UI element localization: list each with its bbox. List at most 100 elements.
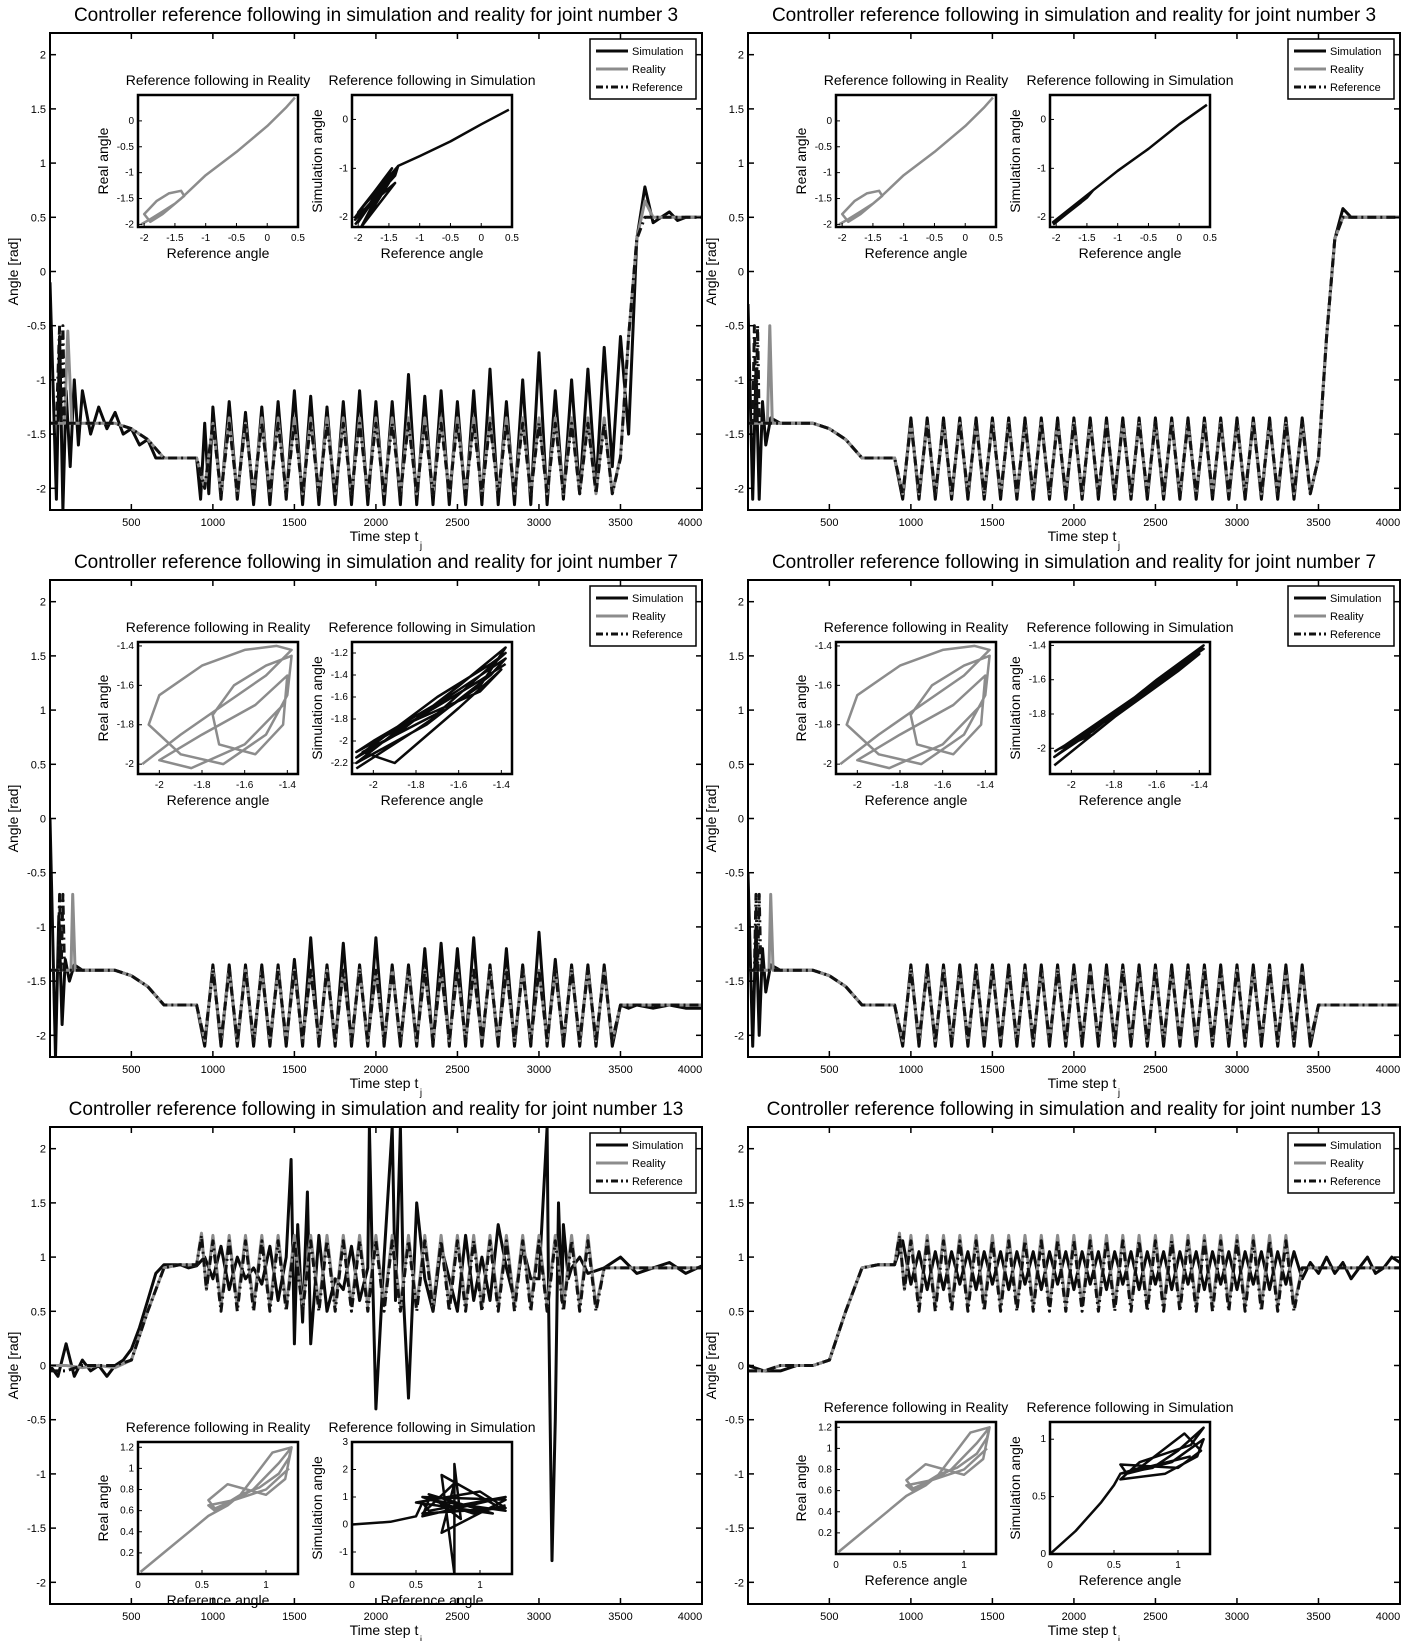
y-tick-label: -0.5 — [725, 1415, 744, 1427]
inset-x-tick-label: 0.5 — [1203, 233, 1217, 244]
inset-chart: Reference following in Reality -2 -1.8 -1.6… — [95, 619, 310, 808]
x-tick-label: 500 — [820, 1611, 838, 1623]
inset-series-line — [355, 646, 507, 770]
inset-x-tick-label: -1.6 — [450, 780, 468, 791]
y-tick-label: 2 — [738, 50, 744, 62]
inset-y-tick-label: 0 — [128, 116, 134, 127]
inset-x-tick-label: -1 — [201, 233, 210, 244]
y-tick-label: 1 — [738, 158, 744, 170]
inset-y-tick-label: 1.2 — [818, 1422, 832, 1433]
inset-x-tick-label: 1 — [263, 1580, 269, 1591]
x-tick-label: 3500 — [1306, 1064, 1330, 1076]
inset-x-tick-label: -2 — [853, 780, 862, 791]
inset-x-tick-label: -2 — [354, 233, 363, 244]
y-tick-label: -1 — [734, 922, 744, 934]
y-tick-label: 2 — [738, 597, 744, 609]
y-tick-label: -2 — [36, 1577, 46, 1589]
y-axis-label: Angle [rad] — [5, 785, 21, 853]
inset-y-tick-label: 0.2 — [818, 1528, 832, 1539]
inset-series-line — [838, 96, 994, 226]
x-axis-label-subscript: j — [419, 1635, 422, 1641]
legend-label: Reference — [632, 82, 683, 94]
inset-x-tick-label: -0.5 — [926, 233, 944, 244]
inset-x-axis-label: Reference angle — [381, 245, 484, 261]
y-tick-label: -0.5 — [725, 868, 744, 880]
inset-x-tick-label: -1.8 — [193, 780, 211, 791]
x-tick-label: 3500 — [1306, 517, 1330, 529]
inset-chart: Reference following in Reality -2 -1.5 -1 -0… — [95, 72, 310, 261]
inset-x-tick-label: -1.5 — [380, 233, 398, 244]
inset-x-tick-label: -1.4 — [279, 780, 297, 791]
x-tick-label: 4000 — [1376, 517, 1400, 529]
inset-title: Reference following in Reality — [824, 1399, 1008, 1415]
y-tick-label: -2 — [36, 483, 46, 495]
inset-y-tick-label: 0.6 — [818, 1486, 832, 1497]
inset-series-group — [353, 108, 510, 227]
series-line-reference — [50, 1233, 702, 1373]
inset-y-tick-label: -2 — [823, 759, 832, 770]
x-tick-label: 2500 — [1143, 1611, 1167, 1623]
inset-series-line — [837, 1426, 991, 1553]
legend-label: Reference — [632, 629, 683, 641]
inset-y-axis-label: Simulation angle — [1007, 656, 1023, 760]
legend-label: Reference — [1330, 629, 1381, 641]
inset-x-tick-label: -1.8 — [1105, 780, 1123, 791]
inset-y-tick-label: -1.2 — [331, 648, 349, 659]
inset-x-tick-label: -2 — [1067, 780, 1076, 791]
inset-y-tick-label: 1 — [826, 1443, 832, 1454]
inset-y-tick-label: 0 — [826, 116, 832, 127]
inset-title: Reference following in Simulation — [329, 619, 536, 635]
y-tick-label: 0.5 — [31, 759, 46, 771]
x-tick-label: 4000 — [678, 517, 702, 529]
inset-x-axis-label: Reference angle — [865, 245, 968, 261]
series-group — [748, 207, 1400, 501]
inset-title: Reference following in Simulation — [1027, 619, 1234, 635]
x-axis-label: Time step t — [350, 1622, 419, 1638]
x-tick-label: 4000 — [678, 1611, 702, 1623]
y-tick-label: 2 — [40, 50, 46, 62]
series-line-reference — [748, 1233, 1400, 1373]
inset-series-line — [140, 96, 296, 226]
inset-y-tick-label: -2 — [823, 219, 832, 230]
inset-x-tick-label: -2 — [1052, 233, 1061, 244]
inset-y-axis-label: Real angle — [95, 1474, 111, 1541]
series-group — [50, 185, 702, 510]
x-tick-label: 2500 — [445, 1064, 469, 1076]
inset-y-tick-label: -0.5 — [815, 142, 833, 153]
inset-y-tick-label: -1.8 — [331, 714, 349, 725]
y-tick-label: 1 — [40, 705, 46, 717]
inset-title: Reference following in Reality — [126, 72, 310, 88]
inset-frame — [1048, 1420, 1212, 1556]
y-tick-label: -0.5 — [27, 321, 46, 333]
x-tick-label: 2000 — [1062, 1064, 1086, 1076]
inset-y-tick-label: -2 — [339, 212, 348, 223]
y-tick-label: 1.5 — [31, 1198, 46, 1210]
inset-y-tick-label: -1.4 — [815, 641, 833, 652]
inset-x-tick-label: 0 — [264, 233, 270, 244]
inset-x-tick-label: -2 — [140, 233, 149, 244]
inset-chart: Reference following in Simulation -2 -1.8 -… — [1007, 619, 1234, 808]
y-tick-label: -1.5 — [27, 429, 46, 441]
y-axis-label: Angle [rad] — [703, 785, 719, 853]
chart-title: Controller reference following in simula… — [69, 1099, 684, 1120]
chart-panel: Controller reference following in simula… — [703, 1099, 1401, 1641]
x-tick-label: 2500 — [445, 517, 469, 529]
chart-title: Controller reference following in simula… — [767, 1099, 1382, 1120]
inset-x-tick-label: -1.8 — [891, 780, 909, 791]
x-tick-label: 2000 — [364, 1064, 388, 1076]
inset-x-tick-label: 1 — [961, 1560, 967, 1571]
inset-chart: Reference following in Reality 0 0.5 1 0.2 0.… — [95, 1419, 310, 1608]
inset-x-axis-label: Reference angle — [167, 1592, 270, 1608]
inset-y-axis-label: Simulation angle — [309, 109, 325, 213]
y-tick-label: 0.5 — [31, 212, 46, 224]
legend-label: Reality — [632, 611, 666, 623]
inset-x-tick-label: 0 — [135, 1580, 141, 1591]
inset-x-tick-label: 0 — [349, 1580, 355, 1591]
legend: Simulation Reality Reference — [1287, 38, 1395, 100]
inset-title: Reference following in Reality — [126, 619, 310, 635]
inset-x-axis-label: Reference angle — [167, 245, 270, 261]
inset-y-tick-label: 0.6 — [120, 1506, 134, 1517]
x-tick-label: 3000 — [1225, 517, 1249, 529]
legend-label: Reference — [1330, 82, 1381, 94]
inset-frame — [834, 1420, 998, 1556]
